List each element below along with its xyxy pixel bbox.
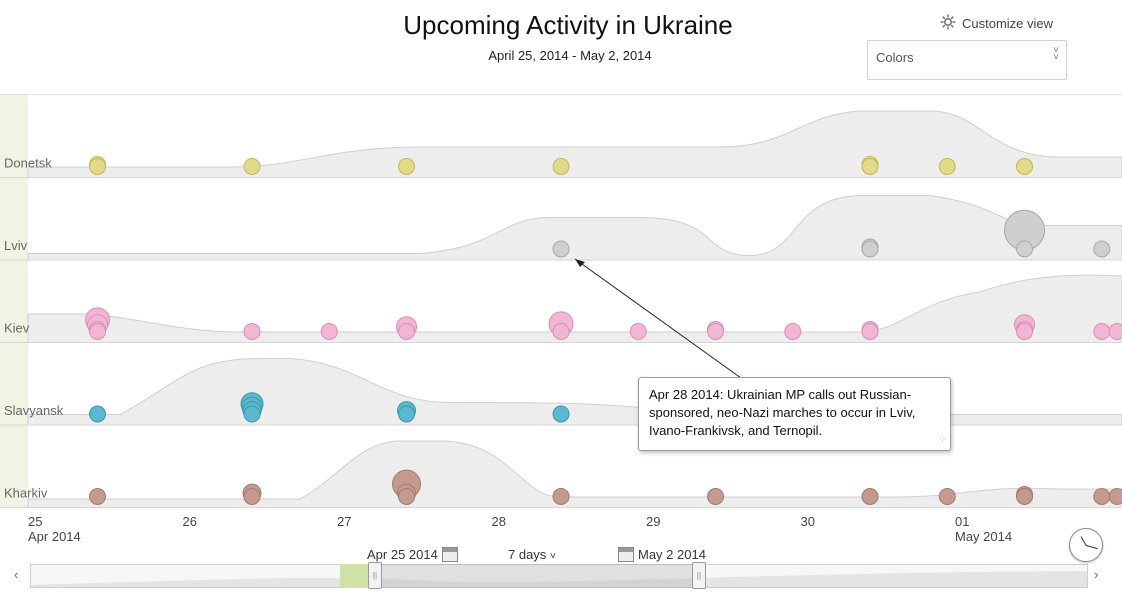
x-tick-label: 28 — [491, 514, 506, 529]
row-kiev: Kiev — [0, 274, 1122, 343]
x-tick-label: 01 — [955, 514, 970, 529]
event-point[interactable] — [1093, 488, 1111, 505]
event-point[interactable] — [320, 323, 338, 340]
calendar-icon[interactable] — [618, 547, 634, 562]
event-point[interactable] — [89, 158, 107, 175]
event-point[interactable] — [398, 323, 416, 340]
scroll-left-icon[interactable]: ‹ — [14, 567, 19, 582]
row-slavyansk: Slavyansk — [0, 358, 1122, 426]
event-point[interactable] — [552, 323, 570, 340]
event-point[interactable] — [243, 323, 261, 340]
row-density-area — [27, 358, 1122, 426]
event-point[interactable] — [707, 323, 725, 340]
range-end-label: May 2 2014 — [638, 547, 706, 562]
event-point[interactable] — [938, 158, 956, 175]
event-point[interactable] — [861, 240, 879, 258]
annotation-line — [574, 258, 742, 379]
tooltip-line-1: Apr 28 2014: Ukrainian MP calls out Russ… — [649, 387, 912, 402]
event-point[interactable] — [552, 240, 570, 258]
event-point[interactable] — [1016, 488, 1034, 505]
event-point[interactable] — [784, 323, 802, 340]
event-point[interactable] — [398, 488, 416, 505]
event-tooltip: Apr 28 2014: Ukrainian MP calls out Russ… — [638, 377, 951, 451]
event-point[interactable] — [707, 488, 725, 505]
event-point[interactable] — [243, 488, 261, 505]
timeline-overview-svg — [31, 571, 1087, 587]
event-point[interactable] — [1093, 323, 1111, 340]
event-point[interactable] — [398, 158, 416, 175]
range-end-handle[interactable]: || — [692, 562, 706, 589]
event-point[interactable] — [1108, 488, 1122, 505]
span-select[interactable]: 7 days ˅ — [508, 547, 556, 562]
chevron-down-icon: ˅ — [549, 551, 556, 562]
event-point[interactable] — [861, 158, 879, 175]
x-tick-label: 27 — [337, 514, 352, 529]
chevron-down-icon: ˅ ˅ — [1053, 45, 1059, 63]
event-point[interactable] — [89, 405, 107, 423]
gear-icon — [940, 14, 956, 33]
row-label: Donetsk — [4, 156, 52, 171]
range-end[interactable]: May 2 2014 — [618, 547, 706, 562]
event-point[interactable] — [1016, 158, 1034, 175]
row-label: Kharkiv — [4, 486, 48, 501]
event-point[interactable] — [398, 405, 416, 423]
event-point[interactable] — [243, 405, 261, 423]
row-kharkiv: Kharkiv — [0, 440, 1122, 508]
row-label: Kiev — [4, 321, 30, 336]
row-label: Slavyansk — [4, 403, 64, 418]
x-tick-label: 29 — [646, 514, 661, 529]
range-start-handle[interactable]: || — [368, 562, 382, 589]
activity-chart: Donetsk Lviv Kiev Slavyansk Kharkiv — [0, 94, 1122, 510]
row-label: Lviv — [4, 238, 28, 253]
x-tick-sublabel: May 2014 — [955, 529, 1013, 544]
event-point[interactable] — [1016, 323, 1034, 340]
clock-icon[interactable] — [1069, 528, 1103, 562]
event-point[interactable] — [861, 323, 879, 340]
time-range-control: Apr 25 2014 7 days ˅ May 2 2014 ‹ || || … — [0, 544, 1122, 605]
page-title: Upcoming Activity in Ukraine — [403, 10, 733, 40]
scroll-right-icon[interactable]: › — [1094, 567, 1099, 582]
event-point[interactable] — [243, 158, 261, 175]
timeline-window[interactable] — [375, 564, 699, 588]
range-start[interactable]: Apr 25 2014 — [367, 547, 458, 562]
event-point[interactable] — [1016, 240, 1034, 258]
customize-view-label: Customize view — [962, 16, 1054, 31]
x-tick-label: 30 — [800, 514, 815, 529]
span-label: 7 days — [508, 547, 547, 562]
row-donetsk: Donetsk — [0, 110, 1122, 178]
x-tick-sublabel: Apr 2014 — [28, 529, 81, 544]
tooltip-line-3: Ivano-Frankivsk, and Ternopil. — [649, 423, 823, 438]
event-point[interactable] — [552, 488, 570, 505]
event-point[interactable] — [89, 323, 107, 340]
event-point[interactable] — [861, 488, 879, 505]
annotation-arrowhead — [575, 259, 586, 267]
event-point[interactable] — [552, 405, 570, 423]
tooltip-line-2: sponsored, neo-Nazi marches to occur in … — [649, 405, 916, 420]
x-tick-label: 25 — [28, 514, 43, 529]
range-start-label: Apr 25 2014 — [367, 547, 438, 562]
event-point[interactable] — [938, 488, 956, 505]
colors-placeholder: Colors — [876, 50, 914, 65]
calendar-icon[interactable] — [441, 547, 458, 562]
event-point[interactable] — [1093, 240, 1111, 258]
x-tick-label: 26 — [182, 514, 197, 529]
resize-grip-icon[interactable]: ⁘ — [938, 434, 946, 444]
row-density-area — [27, 274, 1122, 343]
row-density-area — [27, 440, 1122, 508]
customize-view-button[interactable]: Customize view — [940, 14, 1053, 33]
date-range-subtitle: April 25, 2014 - May 2, 2014 — [488, 48, 652, 63]
row-density-area — [27, 195, 1122, 261]
row-density-area — [27, 110, 1122, 178]
event-point[interactable] — [552, 158, 570, 175]
colors-select[interactable]: Colors ˅ ˅ — [867, 40, 1067, 80]
activity-chart-svg: Donetsk Lviv Kiev Slavyansk Kharkiv — [0, 95, 1122, 508]
event-point[interactable] — [629, 323, 647, 340]
row-gutter — [0, 95, 28, 508]
row-lviv: Lviv — [0, 195, 1122, 261]
event-point[interactable] — [1108, 323, 1122, 340]
event-point[interactable] — [89, 488, 107, 505]
